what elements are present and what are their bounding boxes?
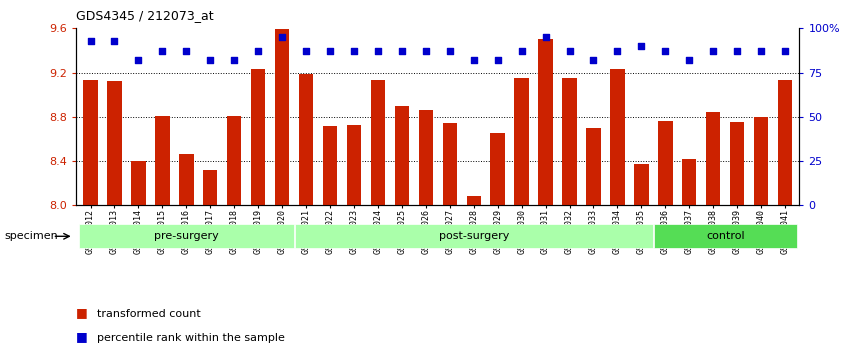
Bar [706, 113, 721, 205]
Point [395, 48, 409, 54]
Point [706, 48, 720, 54]
Point [658, 48, 672, 54]
Point [84, 38, 97, 44]
Point [730, 48, 744, 54]
Bar [491, 133, 505, 205]
Point [443, 48, 457, 54]
Point [755, 48, 768, 54]
Text: transformed count: transformed count [97, 309, 201, 319]
Point [587, 57, 601, 63]
Point [419, 48, 432, 54]
Bar [323, 126, 338, 205]
Bar [514, 78, 529, 205]
Point [683, 57, 696, 63]
Bar [658, 121, 673, 205]
Bar [251, 69, 266, 205]
Bar [682, 159, 696, 205]
Bar [563, 78, 577, 205]
Point [107, 38, 121, 44]
Point [204, 57, 217, 63]
Point [778, 48, 792, 54]
FancyBboxPatch shape [294, 224, 653, 248]
Point [491, 57, 504, 63]
Bar [586, 128, 601, 205]
Text: percentile rank within the sample: percentile rank within the sample [97, 333, 285, 343]
Point [323, 48, 337, 54]
Point [634, 43, 648, 49]
Point [539, 34, 552, 40]
Point [515, 48, 529, 54]
Text: ■: ■ [76, 306, 88, 319]
Point [611, 48, 624, 54]
Point [156, 48, 169, 54]
Bar [299, 74, 313, 205]
Bar [131, 161, 146, 205]
Bar [83, 80, 97, 205]
Bar [179, 154, 194, 205]
Point [299, 48, 313, 54]
Text: specimen: specimen [4, 232, 58, 241]
Text: control: control [706, 231, 744, 241]
Bar [730, 122, 744, 205]
Bar [419, 110, 433, 205]
Bar [107, 81, 122, 205]
Point [275, 34, 288, 40]
Bar [395, 106, 409, 205]
Bar [754, 117, 768, 205]
Point [228, 57, 241, 63]
Point [371, 48, 385, 54]
Point [563, 48, 576, 54]
FancyBboxPatch shape [79, 224, 294, 248]
Bar [610, 69, 624, 205]
Point [251, 48, 265, 54]
Bar [442, 124, 457, 205]
Text: pre-surgery: pre-surgery [154, 231, 219, 241]
Text: GDS4345 / 212073_at: GDS4345 / 212073_at [76, 9, 214, 22]
Bar [538, 39, 552, 205]
Bar [275, 29, 289, 205]
Point [347, 48, 360, 54]
Bar [371, 80, 385, 205]
Bar [466, 196, 481, 205]
Point [132, 57, 146, 63]
Bar [203, 170, 217, 205]
Bar [155, 116, 169, 205]
Bar [634, 164, 649, 205]
Bar [347, 125, 361, 205]
Bar [778, 80, 793, 205]
Point [467, 57, 481, 63]
Bar [227, 116, 241, 205]
Text: ■: ■ [76, 330, 88, 343]
Point [179, 48, 193, 54]
Text: post-surgery: post-surgery [438, 231, 509, 241]
FancyBboxPatch shape [654, 224, 797, 248]
